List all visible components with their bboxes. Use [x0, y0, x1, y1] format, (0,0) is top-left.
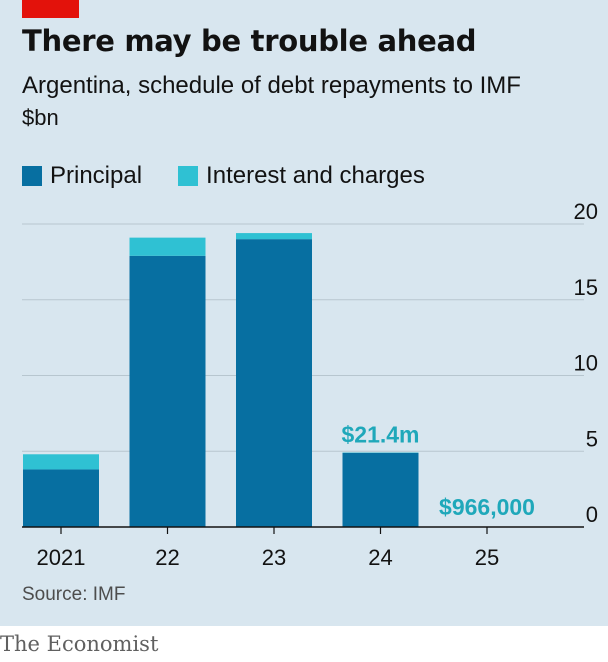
bar-principal-22 [129, 255, 206, 527]
y-tick-label-5: 5 [586, 426, 598, 451]
legend-swatch-principal [22, 166, 42, 186]
x-tick-label-24: 24 [368, 545, 392, 570]
y-tick-label-15: 15 [574, 275, 598, 300]
source-note: Source: IMF [22, 584, 126, 605]
legend-label-interest: Interest and charges [206, 162, 425, 189]
legend-item-principal: Principal [22, 162, 142, 190]
legend-swatch-interest [178, 166, 199, 186]
bar-interest-22 [129, 237, 206, 256]
bar-interest-23 [236, 233, 312, 240]
chart-unit: $bn [22, 105, 59, 130]
chart-title: There may be trouble ahead [22, 24, 477, 58]
bar-principal-24 [342, 452, 419, 527]
y-tick-label-20: 20 [574, 199, 598, 224]
x-tick-label-22: 22 [155, 545, 179, 570]
y-tick-label-0: 0 [586, 502, 598, 527]
bar-principal-2021 [23, 469, 99, 527]
y-tick-label-10: 10 [574, 351, 598, 376]
annotation-label-1: $21.4m [341, 421, 419, 447]
x-tick-label-2021: 2021 [37, 545, 86, 570]
annotation-label-2: $966,000 [439, 494, 535, 520]
brand-red-tag [22, 0, 79, 18]
bar-interest-2021 [23, 454, 99, 470]
legend-item-interest: Interest and charges [178, 162, 425, 190]
chart-subtitle: Argentina, schedule of debt repayments t… [22, 72, 521, 99]
x-tick-label-23: 23 [262, 545, 286, 570]
legend: Principal Interest and charges [22, 162, 461, 190]
publisher-logo: The Economist [0, 632, 159, 656]
x-tick-label-25: 25 [475, 545, 499, 570]
bar-principal-23 [236, 239, 312, 527]
bar-chart: 0 5 10 15 20 2021 22 23 24 25 $21.4m $966,000 [22, 199, 598, 570]
legend-label-principal: Principal [50, 162, 143, 189]
